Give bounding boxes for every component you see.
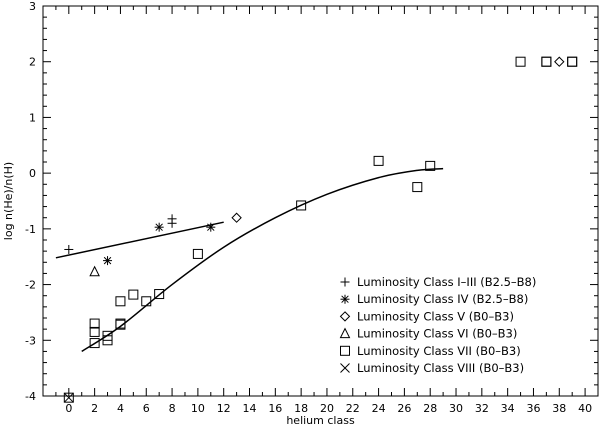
- axis-ticks: 0 2 4 6 8 10 12 14 16 18 20 22 24 26 28 30 32 34 36 38 40-4-…: [25, 0, 599, 415]
- x-tick-label: 10: [191, 402, 205, 415]
- data-point-square: [541, 56, 552, 67]
- x-tick-label: 18: [294, 402, 308, 415]
- data-point-square: [115, 318, 126, 329]
- legend-marker-cross: [340, 363, 350, 373]
- data-point-square: [425, 160, 436, 171]
- legend-marker-diamond: [339, 311, 351, 322]
- fit-lines: [55, 167, 444, 353]
- x-tick-label: 0: [65, 402, 72, 415]
- data-point-square: [89, 338, 100, 349]
- data-point-cross: [63, 392, 74, 403]
- fit-line: [55, 221, 224, 259]
- y-tick-label: 0: [29, 167, 36, 180]
- x-tick-label: 26: [397, 402, 411, 415]
- data-point-plus: [167, 214, 177, 224]
- y-tick-label: -2: [25, 279, 36, 292]
- x-tick-label: 34: [501, 402, 515, 415]
- data-point-square: [515, 56, 526, 67]
- x-tick-label: 30: [449, 402, 463, 415]
- y-tick-label: 2: [29, 56, 36, 69]
- x-tick-label: 32: [475, 402, 489, 415]
- x-tick-label: 40: [578, 402, 592, 415]
- y-tick-label: 1: [29, 111, 36, 124]
- data-point-diamond: [231, 212, 242, 223]
- data-point-square: [128, 289, 139, 300]
- plot-frame: [42, 5, 599, 397]
- data-point-square: [567, 56, 578, 67]
- data-point-square: [102, 330, 113, 341]
- fit-line: [81, 167, 444, 353]
- legend-marker-plus: [340, 277, 350, 287]
- legend-label: Luminosity Class VI (B0–B3): [357, 327, 517, 341]
- data-point-square: [373, 155, 384, 166]
- data-point-square: [89, 326, 100, 337]
- legend-marker-triangle: [339, 327, 351, 339]
- x-tick-label: 28: [423, 402, 437, 415]
- data-point-square: [412, 182, 423, 193]
- data-point-square: [296, 200, 307, 211]
- data-point-square: [154, 289, 165, 300]
- data-point-square: [192, 248, 203, 259]
- x-tick-label: 6: [143, 402, 150, 415]
- legend-label: Luminosity Class V (B0–B3): [357, 309, 514, 323]
- data-point-asterisk: [206, 222, 216, 232]
- data-points: [63, 56, 578, 403]
- data-point-plus: [64, 244, 74, 254]
- x-axis-label: helium class: [286, 414, 355, 427]
- legend-label: Luminosity Class I–III (B2.5–B8): [357, 275, 536, 289]
- y-tick-label: -1: [25, 223, 36, 236]
- x-tick-label: 4: [117, 402, 124, 415]
- x-tick-label: 16: [268, 402, 282, 415]
- data-point-triangle: [89, 265, 100, 277]
- data-point-diamond: [554, 56, 565, 67]
- x-tick-label: 20: [320, 402, 334, 415]
- legend-label: Luminosity Class VIII (B0–B3): [357, 361, 524, 375]
- x-tick-label: 22: [346, 402, 360, 415]
- data-point-square: [567, 56, 578, 67]
- data-point-square: [141, 296, 152, 307]
- data-point-asterisk: [103, 256, 113, 266]
- legend-marker-square: [340, 345, 350, 356]
- y-axis-label: log n(He)/n(H): [2, 162, 15, 240]
- x-tick-label: 38: [552, 402, 566, 415]
- data-point-square: [115, 296, 126, 307]
- x-tick-label: 36: [526, 402, 540, 415]
- legend-label: Luminosity Class VII (B0–B3): [357, 344, 521, 358]
- y-tick-label: -4: [25, 390, 36, 403]
- x-tick-label: 12: [217, 402, 231, 415]
- x-tick-label: 2: [91, 402, 98, 415]
- x-tick-label: 14: [243, 402, 257, 415]
- legend: Luminosity Class I–III (B2.5–B8) Luminosi…: [339, 275, 536, 375]
- x-tick-label: 24: [372, 402, 386, 415]
- legend-marker-asterisk: [340, 294, 350, 304]
- y-tick-label: -3: [25, 334, 36, 347]
- data-point-square: [541, 56, 552, 67]
- x-tick-label: 8: [169, 402, 176, 415]
- data-point-asterisk: [154, 222, 164, 232]
- legend-label: Luminosity Class IV (B2.5–B8): [357, 292, 528, 306]
- y-tick-label: 3: [29, 0, 36, 13]
- data-point-square: [89, 318, 100, 329]
